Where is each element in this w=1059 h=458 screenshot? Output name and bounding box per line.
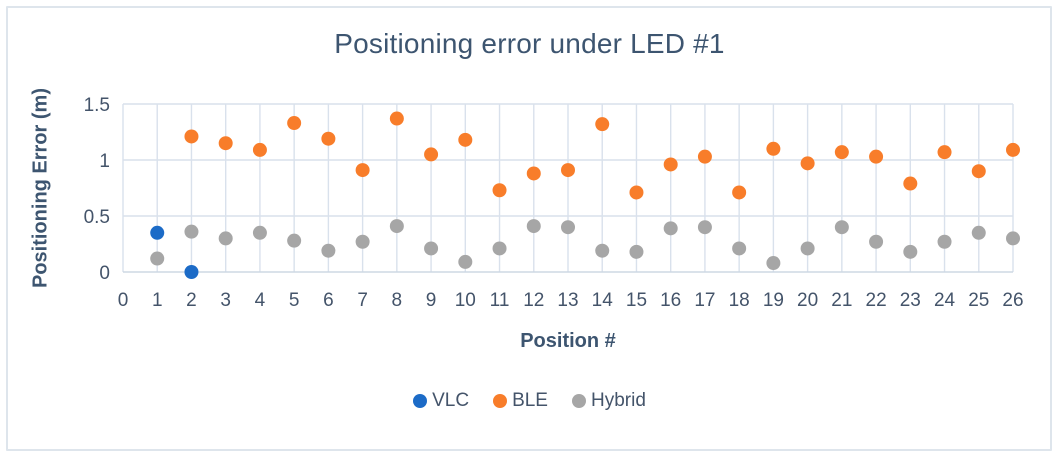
data-point-Hybrid [287,233,302,248]
data-point-BLE [355,163,370,178]
legend-label: VLC [432,390,470,411]
legend-marker-icon [413,394,428,408]
data-point-Hybrid [561,220,575,235]
x-tick-label: 5 [289,290,300,311]
data-point-Hybrid [595,243,610,258]
data-point-Hybrid [663,221,678,236]
legend-marker-icon [571,394,586,408]
x-tick-label: 24 [934,290,956,311]
data-point-Hybrid [389,219,404,234]
x-tick-label: 12 [523,290,544,311]
data-point-Hybrid [424,241,439,256]
data-point-BLE [424,147,439,162]
x-tick-label: 0 [118,290,129,311]
chart-title: Positioning error under LED #1 [334,28,725,59]
x-tick-label: 21 [831,290,852,311]
x-tick-label: 26 [1002,290,1023,311]
data-point-BLE [321,131,336,146]
x-tick-label: 11 [490,290,510,311]
x-tick-label: 16 [660,290,681,311]
data-point-Hybrid [766,256,781,271]
x-tick-label: 14 [592,290,614,311]
legend-item-VLC: VLC [413,390,469,412]
x-tick-label: 17 [694,290,715,311]
x-tick-label: 8 [392,290,403,311]
x-tick-label: 4 [255,290,266,311]
data-point-VLC [150,225,165,240]
data-point-BLE [971,164,986,179]
chart-legend: VLC BLE Hybrid [0,390,1059,412]
x-tick-label: 25 [968,290,989,311]
y-tick-label: 1 [99,151,110,172]
x-tick-label: 18 [729,290,750,311]
data-point-Hybrid [834,220,849,235]
data-point-BLE [1006,142,1020,157]
x-tick-label: 13 [557,290,578,311]
data-point-Hybrid [1006,231,1020,246]
data-point-Hybrid [937,234,952,249]
data-point-BLE [903,176,918,191]
data-point-BLE [732,185,747,200]
x-tick-label: 15 [626,290,647,311]
data-point-Hybrid [869,234,884,249]
data-point-Hybrid [492,241,507,256]
legend-label: Hybrid [590,390,646,411]
x-tick-label: 6 [323,290,334,311]
x-tick-label: 22 [866,290,887,311]
legend-item-Hybrid: Hybrid [571,390,646,412]
y-tick-label: 1.5 [84,95,110,116]
y-tick-label: 0 [99,263,110,284]
data-point-Hybrid [629,244,644,259]
x-tick-label: 2 [186,290,197,311]
data-point-BLE [663,157,678,172]
data-point-BLE [252,142,267,157]
data-point-Hybrid [184,224,199,239]
data-point-BLE [869,149,884,164]
data-point-BLE [287,116,302,131]
data-point-Hybrid [355,234,370,249]
legend-item-BLE: BLE [493,390,548,412]
data-point-Hybrid [252,225,267,240]
x-tick-label: 3 [220,290,231,311]
data-point-Hybrid [321,243,336,258]
data-point-BLE [492,183,507,198]
chart-border [6,6,1052,451]
data-point-BLE [800,156,815,171]
x-tick-label: 20 [797,290,818,311]
x-tick-label: 1 [152,290,163,311]
x-tick-label: 19 [763,290,784,311]
data-point-Hybrid [800,241,815,256]
data-point-BLE [458,132,473,147]
legend-marker-icon [493,394,508,408]
data-point-Hybrid [903,244,918,259]
data-point-BLE [561,163,575,178]
data-point-BLE [629,185,644,200]
data-point-Hybrid [150,251,165,266]
data-point-BLE [595,117,610,132]
legend-label: BLE [512,390,548,411]
data-point-BLE [526,166,541,181]
x-axis-title: Position # [520,330,616,352]
data-point-Hybrid [697,220,712,235]
x-tick-label: 23 [900,290,921,311]
data-point-BLE [766,141,781,156]
data-point-BLE [218,136,233,151]
x-tick-label: 10 [455,290,476,311]
data-point-Hybrid [458,254,473,269]
data-point-Hybrid [218,231,233,246]
data-point-Hybrid [732,241,747,256]
data-point-BLE [697,149,712,164]
y-tick-label: 0.5 [84,207,110,228]
data-point-BLE [937,145,952,160]
data-point-BLE [834,145,849,160]
data-point-Hybrid [526,219,541,234]
x-tick-label: 9 [426,290,437,311]
data-point-BLE [389,111,404,126]
data-point-BLE [184,129,199,144]
data-point-Hybrid [971,225,986,240]
x-tick-label: 7 [357,290,368,311]
data-point-VLC [184,265,199,279]
